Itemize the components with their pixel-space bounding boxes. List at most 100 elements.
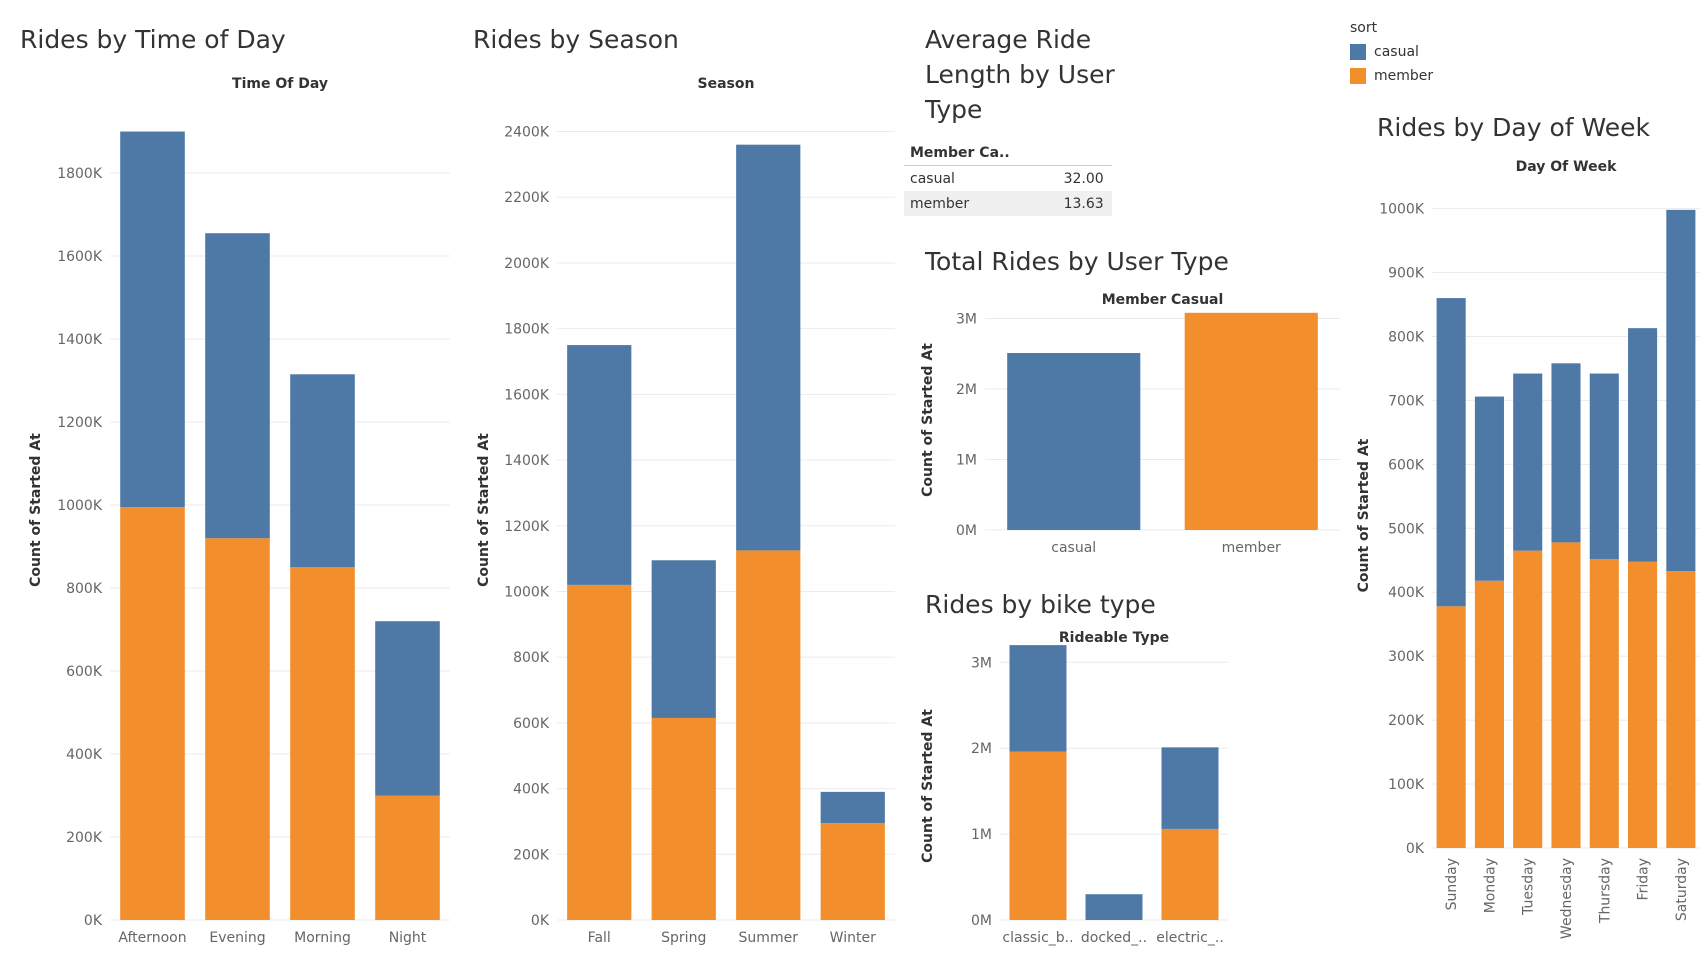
day-of-week-bar-casual — [1513, 373, 1543, 551]
avg-table-row-casual: casual 32.00 — [904, 166, 1112, 192]
day-of-week-bar-member — [1628, 561, 1658, 848]
avg-ride-length-title: Average Ride Length by User Type — [925, 25, 1115, 124]
avg-table-label: casual — [910, 170, 955, 187]
bike-type-title: Rides by bike type — [925, 590, 1156, 619]
day-of-week-bar-member — [1666, 571, 1696, 848]
season-bar-casual — [567, 345, 632, 585]
day-of-week-bar-member — [1436, 606, 1466, 848]
user-type-y-axis-label: Count of Started At — [920, 343, 936, 497]
legend-item-member[interactable]: member — [1350, 64, 1433, 88]
bike-type-y-tick-label: 1M — [971, 827, 992, 843]
legend-swatch-member — [1350, 68, 1366, 84]
time-of-day-y-tick-label: 400K — [66, 747, 103, 763]
season-y-tick-label: 2000K — [504, 256, 550, 272]
time-of-day-y-tick-label: 0K — [84, 913, 103, 929]
time-of-day-y-tick-label: 1200K — [57, 415, 103, 431]
season-y-axis-label: Count of Started At — [476, 433, 492, 587]
day-of-week-y-tick-label: 500K — [1388, 521, 1425, 537]
season-y-tick-label: 1200K — [504, 519, 550, 535]
time-of-day-y-axis-label: Count of Started At — [28, 433, 44, 587]
season-header: Season — [698, 76, 755, 92]
time-of-day-y-tick-label: 600K — [66, 664, 103, 680]
time-of-day-bar-casual — [205, 233, 270, 539]
time-of-day-bar-casual — [375, 621, 440, 796]
time-of-day-bar-member — [120, 507, 185, 920]
season-x-tick-label: Fall — [588, 930, 611, 946]
season-y-tick-label: 400K — [513, 782, 550, 798]
day-of-week-y-tick-label: 400K — [1388, 585, 1425, 601]
season-y-tick-label: 600K — [513, 716, 550, 732]
day-of-week-x-tick-label: Wednesday — [1559, 858, 1575, 939]
bike-type-y-tick-label: 0M — [971, 913, 992, 929]
day-of-week-x-tick-label: Thursday — [1597, 858, 1613, 924]
day-of-week-y-tick-label: 600K — [1388, 457, 1425, 473]
day-of-week-x-tick-label: Friday — [1636, 858, 1652, 900]
avg-table-label: member — [904, 191, 1018, 216]
avg-table-header: Member Ca.. — [904, 140, 1018, 166]
day-of-week-bar-casual — [1436, 298, 1466, 607]
season-y-tick-label: 800K — [513, 650, 550, 666]
user-type-y-tick-label: 1M — [956, 452, 977, 468]
time-of-day-title: Rides by Time of Day — [20, 25, 286, 54]
day-of-week-y-tick-label: 1000K — [1379, 202, 1425, 218]
bike-type-bar-casual — [1085, 894, 1143, 920]
bike-type-y-tick-label: 3M — [971, 655, 992, 671]
day-of-week-bar-member — [1551, 542, 1581, 848]
user-type-y-tick-label: 3M — [956, 311, 977, 327]
bike-type-bar-casual — [1009, 645, 1067, 752]
avg-table-value: 13.63 — [1017, 191, 1112, 216]
day-of-week-bar-casual — [1551, 363, 1581, 543]
user-type-x-tick-label: casual — [1051, 540, 1096, 556]
season-bar-member — [651, 717, 716, 920]
time-of-day-bar-casual — [120, 131, 185, 508]
time-of-day-x-tick-label: Night — [389, 930, 427, 946]
day-of-week-x-tick-label: Monday — [1482, 858, 1498, 913]
user-type-x-tick-label: member — [1222, 540, 1281, 556]
season-bar-casual — [736, 144, 801, 551]
day-of-week-y-tick-label: 200K — [1388, 713, 1425, 729]
legend-title: sort — [1350, 20, 1378, 36]
season-y-tick-label: 0K — [531, 913, 550, 929]
legend-label-member: member — [1374, 68, 1434, 84]
time-of-day-y-tick-label: 200K — [66, 830, 103, 846]
bike-type-bar-member — [1161, 828, 1219, 920]
time-of-day-x-tick-label: Evening — [209, 930, 265, 946]
day-of-week-bar-casual — [1666, 209, 1696, 572]
time-of-day-y-tick-label: 1400K — [57, 332, 103, 348]
bike-type-bar-casual — [1161, 747, 1219, 829]
legend-swatch-casual — [1350, 44, 1366, 60]
legend-item-casual[interactable]: casual — [1350, 40, 1433, 64]
time-of-day-bar-casual — [290, 374, 355, 568]
day-of-week-bar-casual — [1589, 373, 1619, 559]
user-type-header: Member Casual — [1102, 292, 1224, 308]
time-of-day-bar-member — [375, 795, 440, 920]
season-x-tick-label: Spring — [661, 930, 706, 946]
day-of-week-bar-member — [1474, 580, 1504, 848]
season-y-tick-label: 200K — [513, 847, 550, 863]
day-of-week-x-tick-label: Sunday — [1444, 858, 1460, 910]
avg-table-value: 32.00 — [1063, 170, 1104, 187]
season-bar-member — [736, 550, 801, 920]
season-y-tick-label: 1600K — [504, 387, 550, 403]
season-bar-member — [820, 823, 885, 920]
day-of-week-bar-casual — [1628, 328, 1658, 562]
avg-table-header-row: Member Ca.. — [904, 140, 1112, 166]
time-of-day-bar-member — [205, 538, 270, 920]
time-of-day-x-tick-label: Afternoon — [118, 930, 186, 946]
day-of-week-bar-member — [1589, 558, 1619, 848]
season-y-tick-label: 2200K — [504, 190, 550, 206]
day-of-week-header: Day Of Week — [1516, 159, 1617, 175]
legend-label-casual: casual — [1374, 44, 1419, 60]
bike-type-bar-member — [1009, 751, 1067, 920]
bike-type-x-tick-label: docked_.. — [1081, 930, 1147, 946]
user-type-y-tick-label: 2M — [956, 382, 977, 398]
season-x-tick-label: Summer — [739, 930, 799, 946]
avg-ride-length-table: Member Ca.. casual 32.00 member 13.63 — [904, 140, 1112, 216]
season-x-tick-label: Winter — [830, 930, 876, 946]
day-of-week-y-tick-label: 700K — [1388, 393, 1425, 409]
time-of-day-x-tick-label: Morning — [294, 930, 351, 946]
day-of-week-y-tick-label: 900K — [1388, 266, 1425, 282]
season-bar-casual — [820, 791, 885, 824]
season-title: Rides by Season — [473, 25, 679, 54]
